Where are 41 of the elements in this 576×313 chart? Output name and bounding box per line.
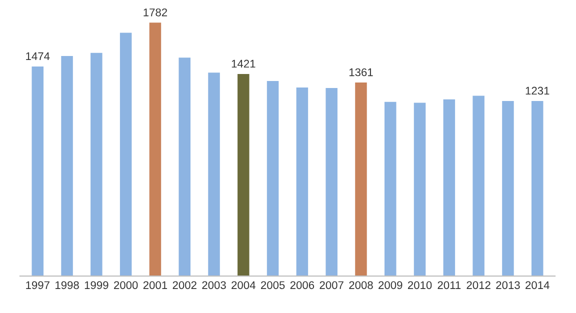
x-tick-label: 1998 (56, 281, 79, 290)
data-label: 1474 (26, 52, 50, 60)
x-tick-label: 2000 (114, 281, 138, 290)
bar (355, 82, 367, 276)
x-tick-label: 2013 (496, 281, 520, 290)
data-label: 1782 (144, 8, 168, 16)
bar (266, 80, 279, 276)
bar (414, 102, 426, 276)
x-tick-label: 2003 (202, 281, 226, 290)
bar (61, 56, 73, 276)
bar (472, 96, 484, 276)
bar (149, 22, 162, 276)
bar (238, 74, 250, 276)
bar (326, 88, 338, 276)
x-tick-label: 2001 (143, 281, 168, 290)
data-label: 1421 (232, 60, 256, 68)
bar (502, 101, 514, 276)
x-tick-label: 2009 (378, 281, 402, 290)
x-tick-label: 1997 (26, 281, 50, 290)
bar (443, 99, 456, 276)
x-tick-label: 2010 (408, 281, 432, 290)
x-tick-label: 2014 (526, 281, 550, 290)
x-tick-label: 2012 (466, 281, 490, 290)
bar (178, 58, 190, 276)
bar (32, 66, 44, 276)
bar (296, 88, 308, 276)
x-tick-label: 2008 (349, 281, 373, 290)
bar (384, 102, 396, 276)
bar (120, 32, 132, 276)
x-tick-label: 2005 (261, 281, 285, 290)
bar (531, 101, 544, 276)
x-tick-label: 2004 (232, 281, 256, 290)
x-tick-label: 2002 (172, 281, 196, 290)
x-tick-label: 1999 (84, 281, 108, 290)
x-tick-label: 2007 (320, 281, 344, 290)
bar (208, 72, 220, 276)
bar (90, 52, 102, 276)
data-label: 1231 (526, 86, 550, 95)
x-tick-label: 2006 (290, 281, 314, 290)
data-label: 1361 (349, 68, 373, 76)
x-tick-label: 2011 (438, 281, 461, 290)
